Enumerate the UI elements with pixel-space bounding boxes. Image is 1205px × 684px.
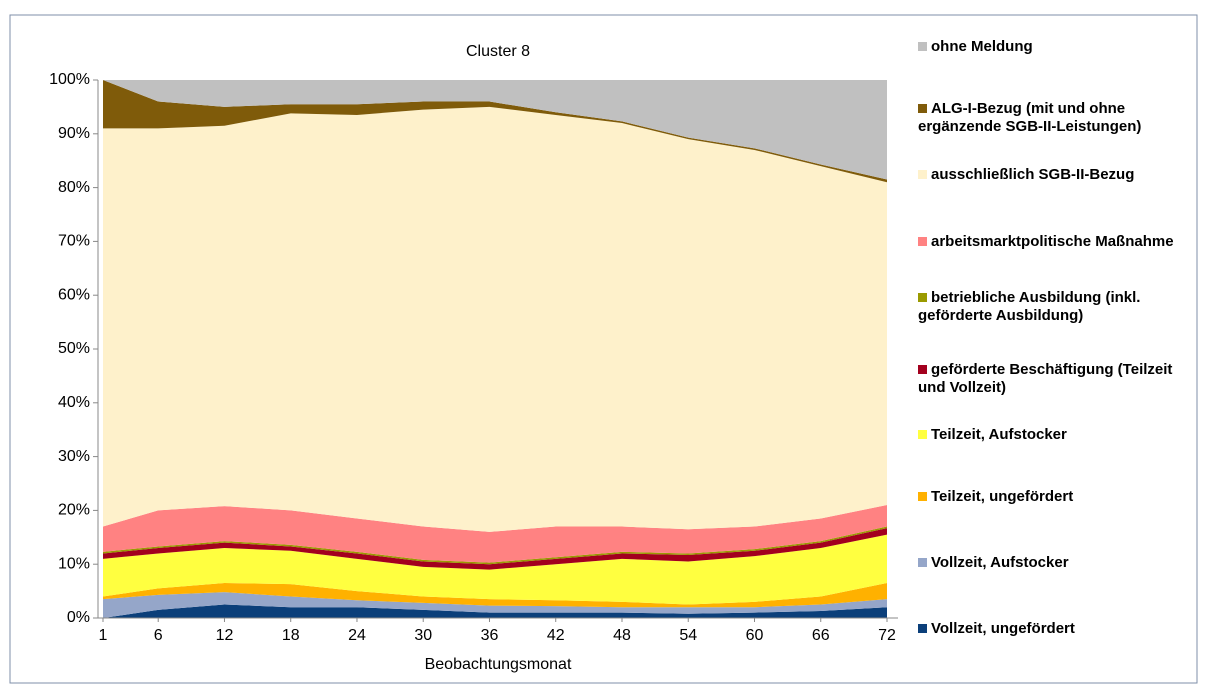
legend-label: geförderte Beschäftigung (Teilzeit und V… — [918, 361, 1173, 396]
legend-entry: ALG-I-Bezug (mit und ohne ergänzende SGB… — [918, 100, 1190, 136]
area — [103, 534, 887, 605]
legend-label: ALG-I-Bezug (mit und ohne ergänzende SGB… — [918, 100, 1142, 135]
legend-label: ausschließlich SGB-II-Bezug — [931, 166, 1135, 183]
area — [103, 80, 887, 183]
x-axis-label: Beobachtungsmonat — [425, 656, 572, 673]
legend-entry: Vollzeit, ungefördert — [918, 620, 1190, 638]
legend-swatch — [918, 365, 927, 374]
x-tick-label: 48 — [613, 627, 631, 644]
area — [103, 505, 887, 563]
area — [103, 80, 887, 180]
chart-title: Cluster 8 — [466, 43, 530, 60]
x-tick-label: 1 — [99, 627, 108, 644]
x-tick-label: 18 — [282, 627, 300, 644]
legend-entry: Teilzeit, Aufstocker — [918, 426, 1190, 444]
x-tick-label: 72 — [878, 627, 896, 644]
legend-swatch — [918, 492, 927, 501]
legend-label: betriebliche Ausbildung (inkl. gefördert… — [918, 289, 1141, 324]
legend-swatch — [918, 237, 927, 246]
legend-entry: Teilzeit, ungefördert — [918, 488, 1190, 506]
chart-frame — [9, 14, 1198, 684]
area — [103, 106, 887, 532]
y-tick-label: 60% — [58, 286, 90, 303]
legend-swatch — [918, 42, 927, 51]
x-tick-label: 42 — [547, 627, 565, 644]
x-tick-label: 24 — [348, 627, 366, 644]
y-tick-label: 20% — [58, 502, 90, 519]
area — [103, 592, 887, 618]
legend-entry: arbeitsmarktpolitische Maßnahme — [918, 233, 1190, 251]
legend-label: Teilzeit, Aufstocker — [931, 426, 1067, 443]
area — [103, 526, 887, 565]
area — [103, 604, 887, 618]
y-tick-label: 30% — [58, 448, 90, 465]
legend-label: Vollzeit, Aufstocker — [931, 554, 1069, 571]
x-tick-label: 66 — [812, 627, 830, 644]
legend-swatch — [918, 170, 927, 179]
legend-label: Vollzeit, ungefördert — [931, 620, 1075, 637]
legend-entry: ausschließlich SGB-II-Bezug — [918, 166, 1190, 184]
legend-swatch — [918, 430, 927, 439]
area — [103, 583, 887, 608]
legend-label: arbeitsmarktpolitische Maßnahme — [931, 233, 1174, 250]
y-tick-label: 50% — [58, 340, 90, 357]
legend-entry: ohne Meldung — [918, 38, 1190, 56]
x-tick-label: 54 — [679, 627, 697, 644]
area — [103, 528, 887, 570]
legend-label: Teilzeit, ungefördert — [931, 488, 1074, 505]
x-tick-label: 30 — [414, 627, 432, 644]
y-tick-label: 40% — [58, 394, 90, 411]
legend-entry: geförderte Beschäftigung (Teilzeit und V… — [918, 361, 1190, 397]
legend-label: ohne Meldung — [931, 38, 1033, 55]
x-tick-label: 36 — [481, 627, 499, 644]
legend-swatch — [918, 293, 927, 302]
y-tick-label: 100% — [49, 71, 90, 88]
legend-swatch — [918, 104, 927, 113]
legend-entry: Vollzeit, Aufstocker — [918, 554, 1190, 572]
x-tick-label: 6 — [154, 627, 163, 644]
y-tick-label: 70% — [58, 233, 90, 250]
x-tick-label: 12 — [216, 627, 234, 644]
y-tick-label: 90% — [58, 125, 90, 142]
x-tick-label: 60 — [746, 627, 764, 644]
y-tick-label: 80% — [58, 179, 90, 196]
legend-swatch — [918, 624, 927, 633]
y-tick-label: 0% — [67, 609, 90, 626]
legend-entry: betriebliche Ausbildung (inkl. gefördert… — [918, 289, 1190, 325]
y-tick-label: 10% — [58, 555, 90, 572]
legend-swatch — [918, 558, 927, 567]
